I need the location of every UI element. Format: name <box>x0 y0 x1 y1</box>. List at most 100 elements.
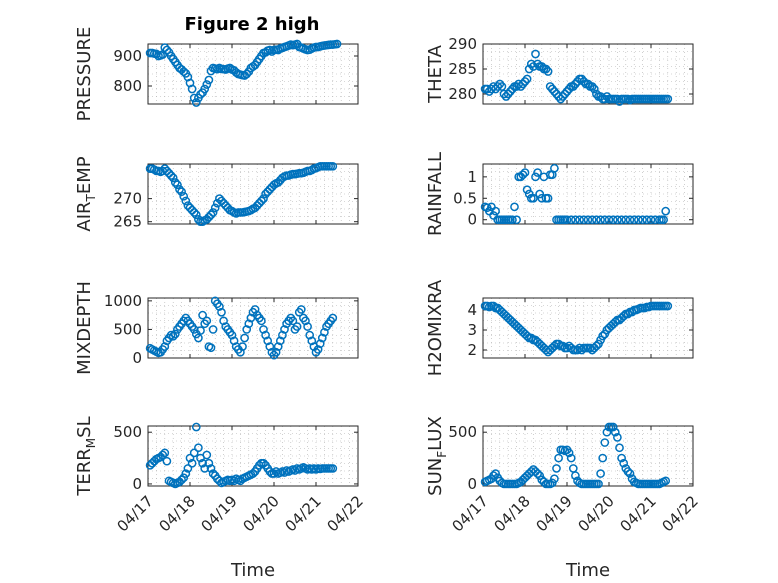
data-point <box>208 325 218 334</box>
data-point <box>571 471 580 481</box>
data-point <box>320 327 329 337</box>
data-point <box>183 464 193 473</box>
data-point <box>191 422 201 432</box>
data-point <box>292 322 302 331</box>
data-point <box>575 343 584 353</box>
data-point <box>208 208 218 217</box>
data-point <box>623 309 633 319</box>
data-point <box>592 341 601 351</box>
data-point <box>238 342 247 351</box>
x-axis-label: Time <box>565 560 610 581</box>
data-point <box>257 316 266 326</box>
data-point <box>535 471 545 481</box>
data-point <box>196 326 205 335</box>
y-tick-label: 0 <box>467 475 477 493</box>
data-point <box>613 433 622 442</box>
y-tick-label: 1000 <box>104 292 142 310</box>
data-point <box>313 345 323 354</box>
data-point <box>522 74 532 84</box>
data-point <box>212 198 222 208</box>
data-point <box>196 90 205 99</box>
data-point <box>608 422 618 432</box>
data-point <box>305 330 315 340</box>
data-point <box>261 48 270 57</box>
y-tick-label: 2 <box>467 341 477 359</box>
data-point <box>497 82 507 91</box>
data-point <box>560 89 570 99</box>
data-point <box>259 458 268 468</box>
data-point <box>225 63 235 73</box>
data-point <box>170 329 180 339</box>
data-point <box>554 453 563 463</box>
data-point <box>495 79 505 89</box>
data-point <box>571 215 580 225</box>
data-point <box>562 87 572 96</box>
data-point <box>617 215 626 225</box>
data-point <box>229 476 239 486</box>
subplot-6: 2 3 4 H2OMIXRA <box>425 279 694 376</box>
data-point <box>166 171 176 180</box>
data-point <box>179 473 189 483</box>
data-point <box>659 215 668 225</box>
data-point <box>508 215 517 225</box>
y-tick-label: 285 <box>448 60 477 78</box>
data-point <box>280 325 289 334</box>
data-point <box>244 319 254 329</box>
data-point <box>583 215 593 225</box>
data-point <box>489 301 498 311</box>
data-point <box>646 215 656 225</box>
data-point <box>602 427 612 437</box>
data-point <box>587 215 597 225</box>
data-point <box>265 342 275 351</box>
data-point <box>254 460 264 470</box>
y-axis-label-5: MIXDEPTH <box>74 281 95 375</box>
data-point <box>227 330 237 340</box>
y-axis-label-2: THETA <box>425 44 446 104</box>
data-point <box>545 82 555 91</box>
data-point <box>187 458 197 468</box>
data-point <box>189 325 199 334</box>
data-point <box>529 193 538 203</box>
subplot-1: 800 900 PRESSURE <box>74 27 359 121</box>
data-point <box>215 476 224 486</box>
data-point <box>204 458 214 468</box>
data-point <box>596 469 605 478</box>
data-point <box>261 330 270 340</box>
data-point <box>619 458 629 468</box>
data-point <box>566 453 576 463</box>
data-point <box>179 67 189 76</box>
data-point <box>198 458 207 468</box>
data-point <box>587 82 597 91</box>
data-point <box>187 84 197 94</box>
data-point <box>598 331 608 341</box>
data-point <box>596 215 605 225</box>
data-point <box>259 325 268 334</box>
data-point <box>663 301 673 311</box>
data-point <box>242 325 252 334</box>
y-axis-label-8: SUNFLUX <box>425 416 449 496</box>
data-point <box>531 49 540 59</box>
data-point <box>177 475 186 485</box>
data-point <box>600 438 610 447</box>
data-point <box>328 161 338 171</box>
data-point <box>518 79 528 89</box>
data-point <box>510 202 519 212</box>
data-point <box>552 464 561 473</box>
data-point <box>566 215 576 225</box>
data-point <box>173 180 182 190</box>
data-point <box>219 316 228 326</box>
data-point <box>547 478 557 488</box>
y-tick-label: 1 <box>467 168 477 186</box>
axes-box <box>147 297 359 359</box>
data-point <box>332 39 342 49</box>
y-tick-label: 270 <box>113 190 142 208</box>
data-point <box>556 94 566 104</box>
data-point <box>594 479 603 489</box>
data-point <box>564 448 574 458</box>
y-tick-label: 0 <box>132 349 142 367</box>
data-point <box>661 206 671 216</box>
data-point <box>535 189 545 199</box>
axes-box <box>147 163 359 225</box>
data-point <box>575 215 584 225</box>
